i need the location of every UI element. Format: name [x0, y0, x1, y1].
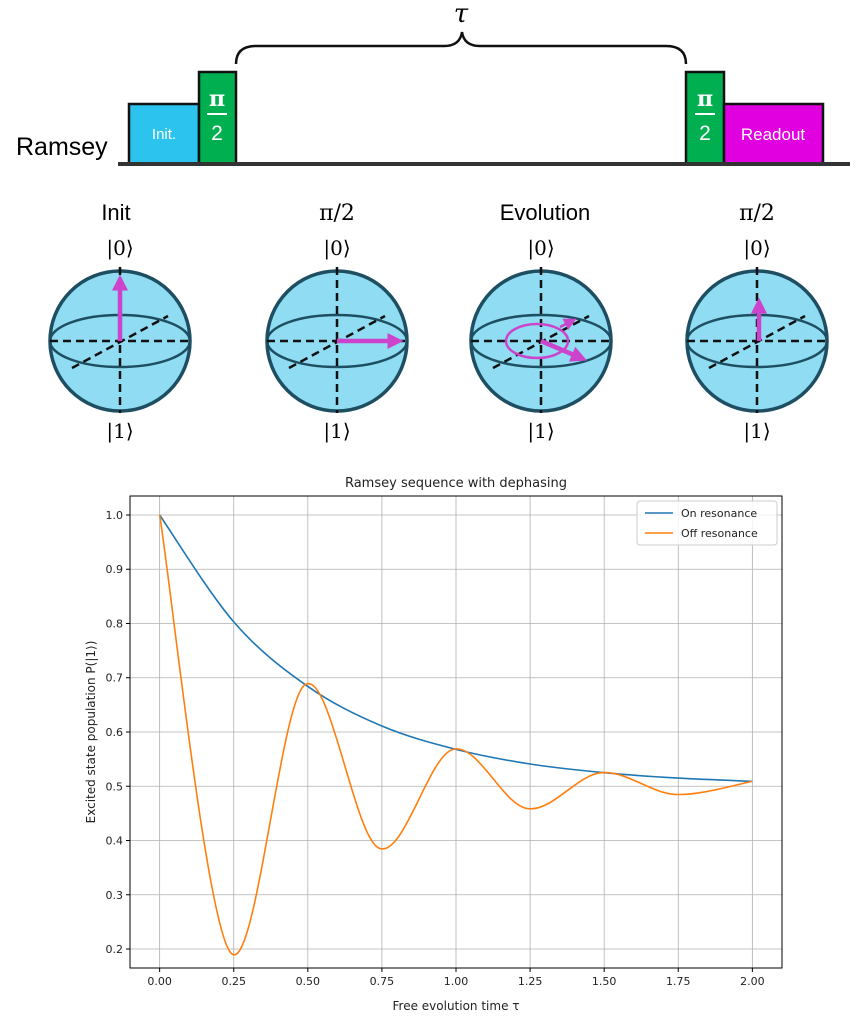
x-tick-label: 2.00: [740, 975, 765, 988]
ket-1-label: |1⟩: [106, 419, 133, 444]
x-tick-label: 0.25: [221, 975, 246, 988]
bloch-title-pi-half-1: π/2: [319, 201, 355, 226]
depth-axis: [71, 314, 169, 370]
legend-label: On resonance: [681, 507, 757, 520]
bloch-title-evolution: Evolution: [500, 200, 591, 225]
chart-series: [158, 514, 753, 956]
bloch-title-pi-half-2: π/2: [739, 201, 775, 226]
pi-half-pulse-2-top: π: [697, 86, 713, 112]
pulse-sequence: τ Ramsey Init. π 2 π 2 Readout: [16, 0, 850, 166]
ket-1-label: |1⟩: [743, 419, 770, 444]
chart-ticks: 0.00 0.25 0.50 0.75 1.00 1.25 1.50 1.75 2.00 0.2 0…: [106, 509, 765, 988]
x-tick-label: 0.75: [370, 975, 395, 988]
x-tick-label: 1.00: [444, 975, 469, 988]
ket-0-label: |0⟩: [323, 236, 350, 261]
ket-0-label: |0⟩: [527, 236, 554, 261]
tau-brace: [234, 31, 688, 65]
x-tick-label: 1.50: [592, 975, 617, 988]
x-tick-label: 0.50: [296, 975, 321, 988]
readout-block-label: Readout: [741, 125, 806, 144]
legend-label: Off resonance: [681, 527, 758, 540]
chart-y-axis-label: Excited state population P(|1⟩): [84, 641, 98, 824]
state-vector-arrow: [540, 338, 587, 362]
y-tick-label: 0.3: [106, 889, 124, 902]
x-tick-label: 0.00: [147, 975, 172, 988]
init-block-label: Init.: [152, 126, 176, 143]
ket-1-label: |1⟩: [323, 419, 350, 444]
y-tick-label: 0.9: [106, 563, 124, 576]
y-tick-label: 0.4: [106, 835, 124, 848]
bloch-sphere-pi-half-2: π/2 |0⟩ |1⟩: [685, 201, 829, 444]
series-line-on-resonance: [158, 514, 753, 783]
bloch-title-init: Init: [101, 200, 130, 225]
y-tick-label: 0.7: [106, 672, 124, 685]
pi-half-pulse-1-top: π: [209, 86, 225, 112]
ket-1-label: |1⟩: [527, 419, 554, 444]
readout-block: [722, 102, 825, 166]
pi-half-pulse-2-bottom: 2: [699, 122, 711, 145]
ket-0-label: |0⟩: [106, 236, 133, 261]
bloch-sphere-evolution: Evolution |0⟩ |1⟩: [469, 200, 613, 444]
ramsey-chart: Ramsey sequence with dephasing 0.00 0.25 0…: [84, 476, 783, 1013]
depth-axis: [708, 314, 806, 370]
y-tick-label: 0.2: [106, 943, 124, 956]
y-tick-label: 0.6: [106, 726, 124, 739]
chart-grid: [130, 496, 782, 968]
chart-legend: On resonance Off resonance: [636, 500, 778, 546]
x-tick-label: 1.75: [666, 975, 691, 988]
legend-box: [636, 500, 778, 546]
precession-direction-arrow: [559, 318, 577, 330]
series-line-off-resonance: [158, 514, 753, 956]
bloch-sphere-init: Init |0⟩ |1⟩: [48, 200, 192, 444]
chart-x-axis-label: Free evolution time τ: [393, 999, 520, 1013]
x-tick-label: 1.25: [518, 975, 543, 988]
tau-label: τ: [454, 0, 469, 29]
y-tick-label: 0.8: [106, 617, 124, 630]
y-tick-label: 0.5: [106, 780, 124, 793]
bloch-sphere-pi-half-1: π/2 |0⟩ |1⟩: [265, 201, 409, 444]
precession-ring: [504, 322, 570, 360]
ket-0-label: |0⟩: [743, 236, 770, 261]
chart-title: Ramsey sequence with dephasing: [345, 476, 567, 491]
pi-half-pulse-1-bottom: 2: [211, 122, 223, 145]
y-tick-label: 1.0: [106, 509, 124, 522]
sequence-row-label: Ramsey: [16, 133, 108, 161]
